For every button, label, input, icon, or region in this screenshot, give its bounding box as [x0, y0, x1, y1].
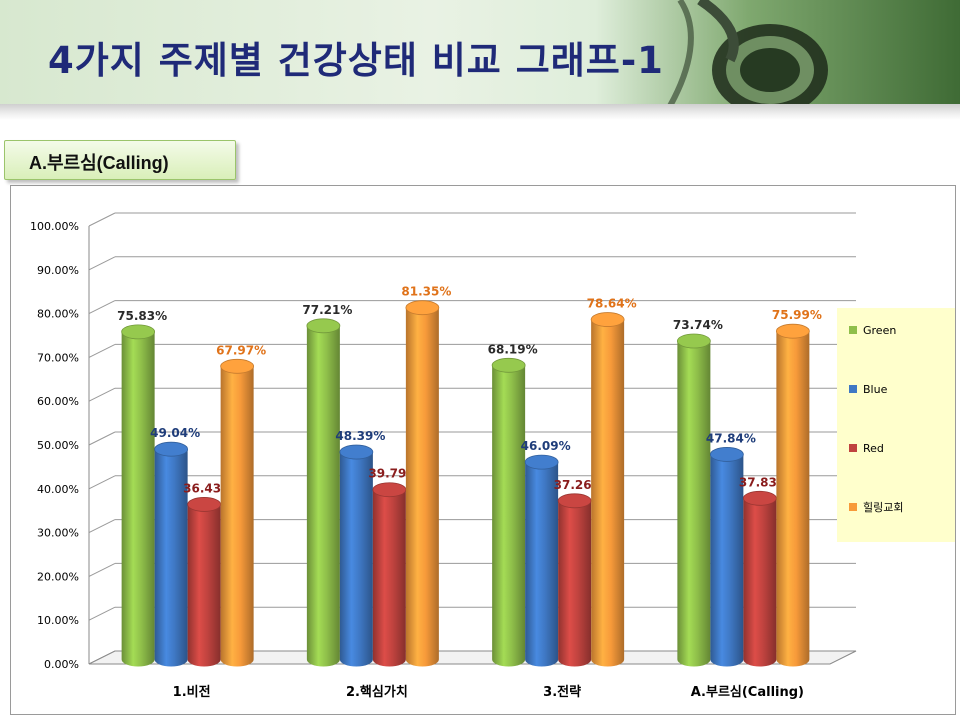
bar	[776, 331, 810, 667]
gridline-side	[88, 562, 116, 577]
bar-top	[405, 300, 440, 316]
data-label: 48.39%	[335, 429, 385, 443]
bar	[306, 325, 340, 667]
bar	[405, 307, 439, 667]
legend-swatch	[849, 326, 857, 334]
y-tick-label: 0.00%	[44, 658, 79, 671]
chart-frame: 0.00% 10.00% 20.00% 30.00% 40.00% 50.00% 60.00…	[10, 185, 956, 715]
data-label: 37.26%	[554, 478, 604, 492]
bar-chart: 0.00% 10.00% 20.00% 30.00% 40.00% 50.00% 60.00…	[30, 212, 955, 700]
data-label: 73.74%	[673, 318, 723, 332]
bar	[372, 489, 406, 667]
data-label: 75.83%	[117, 309, 167, 323]
bar-top	[742, 490, 777, 506]
bar	[121, 331, 155, 667]
bar-top	[220, 358, 255, 374]
x-tick-label: 1.비전	[173, 684, 211, 700]
y-tick-label: 90.00%	[37, 264, 79, 277]
bar-top	[187, 497, 222, 512]
y-tick-label: 30.00%	[37, 527, 79, 540]
legend-label: Red	[863, 442, 884, 455]
bar	[339, 452, 373, 667]
bar-top	[557, 493, 592, 509]
data-label: 46.09%	[521, 439, 571, 453]
bar	[558, 500, 592, 667]
data-label: 67.97%	[216, 343, 266, 357]
bar-top	[524, 454, 559, 470]
data-label: 81.35%	[401, 285, 451, 299]
page-title: 4가지 주제별 건강상태 비교 그래프-1	[48, 39, 664, 82]
bar	[220, 366, 254, 667]
gridline-side	[88, 256, 116, 271]
bar	[154, 449, 188, 667]
bar-top	[775, 323, 810, 339]
x-tick-label: 2.핵심가치	[346, 684, 408, 700]
gridline-side	[88, 300, 116, 315]
gridline-side	[88, 212, 116, 227]
y-tick-label: 40.00%	[37, 483, 79, 496]
x-tick-label: 3.전략	[543, 684, 581, 700]
gridline-side	[88, 519, 116, 534]
bar-top	[372, 482, 407, 498]
y-tick-label: 50.00%	[37, 439, 79, 452]
bar-top	[306, 318, 341, 334]
bar-top	[339, 444, 374, 460]
y-tick-label: 70.00%	[37, 351, 79, 364]
data-label: 75.99%	[772, 308, 822, 322]
data-label: 39.79%	[368, 467, 418, 481]
bar-top	[590, 312, 625, 327]
y-tick-label: 10.00%	[37, 614, 79, 627]
legend-swatch	[849, 503, 857, 511]
legend-swatch	[849, 385, 857, 393]
bar-top	[709, 447, 744, 462]
y-tick-label: 80.00%	[37, 308, 79, 321]
x-tick-label: A.부르심(Calling)	[691, 684, 804, 700]
legend-label: Green	[863, 324, 896, 337]
data-label: 36.43%	[183, 481, 233, 495]
bar	[710, 454, 744, 667]
y-tick-label: 20.00%	[37, 570, 79, 583]
chart-subtitle-box: A.부르심(Calling)	[4, 140, 236, 180]
y-tick-label: 60.00%	[37, 395, 79, 408]
legend-label: 힐링교회	[863, 501, 903, 514]
legend-label: Blue	[863, 383, 888, 396]
data-label: 78.64%	[587, 297, 637, 311]
legend-swatch	[849, 444, 857, 452]
y-tick-label: 100.00%	[30, 220, 79, 233]
bar	[743, 498, 777, 667]
data-label: 49.04%	[150, 426, 200, 440]
gridline-side	[88, 387, 116, 402]
bar	[591, 319, 625, 667]
bar	[525, 462, 559, 667]
data-label: 68.19%	[488, 342, 538, 356]
bar-top	[154, 441, 189, 457]
bar-top	[121, 324, 156, 340]
data-label: 47.84%	[706, 431, 756, 445]
bar-top	[676, 333, 711, 349]
bar-top	[491, 357, 526, 373]
bar	[677, 341, 711, 667]
gridline-side	[88, 606, 116, 621]
bar	[492, 365, 526, 667]
stethoscope-image	[640, 0, 960, 106]
data-label: 37.83%	[739, 475, 789, 489]
gridline-side	[88, 475, 116, 490]
bar	[187, 504, 221, 667]
gridline-side	[88, 343, 116, 358]
header-divider	[0, 104, 960, 120]
gridline-side	[88, 431, 116, 446]
data-label: 77.21%	[302, 303, 352, 317]
chart-subtitle: A.부르심(Calling)	[29, 153, 169, 173]
